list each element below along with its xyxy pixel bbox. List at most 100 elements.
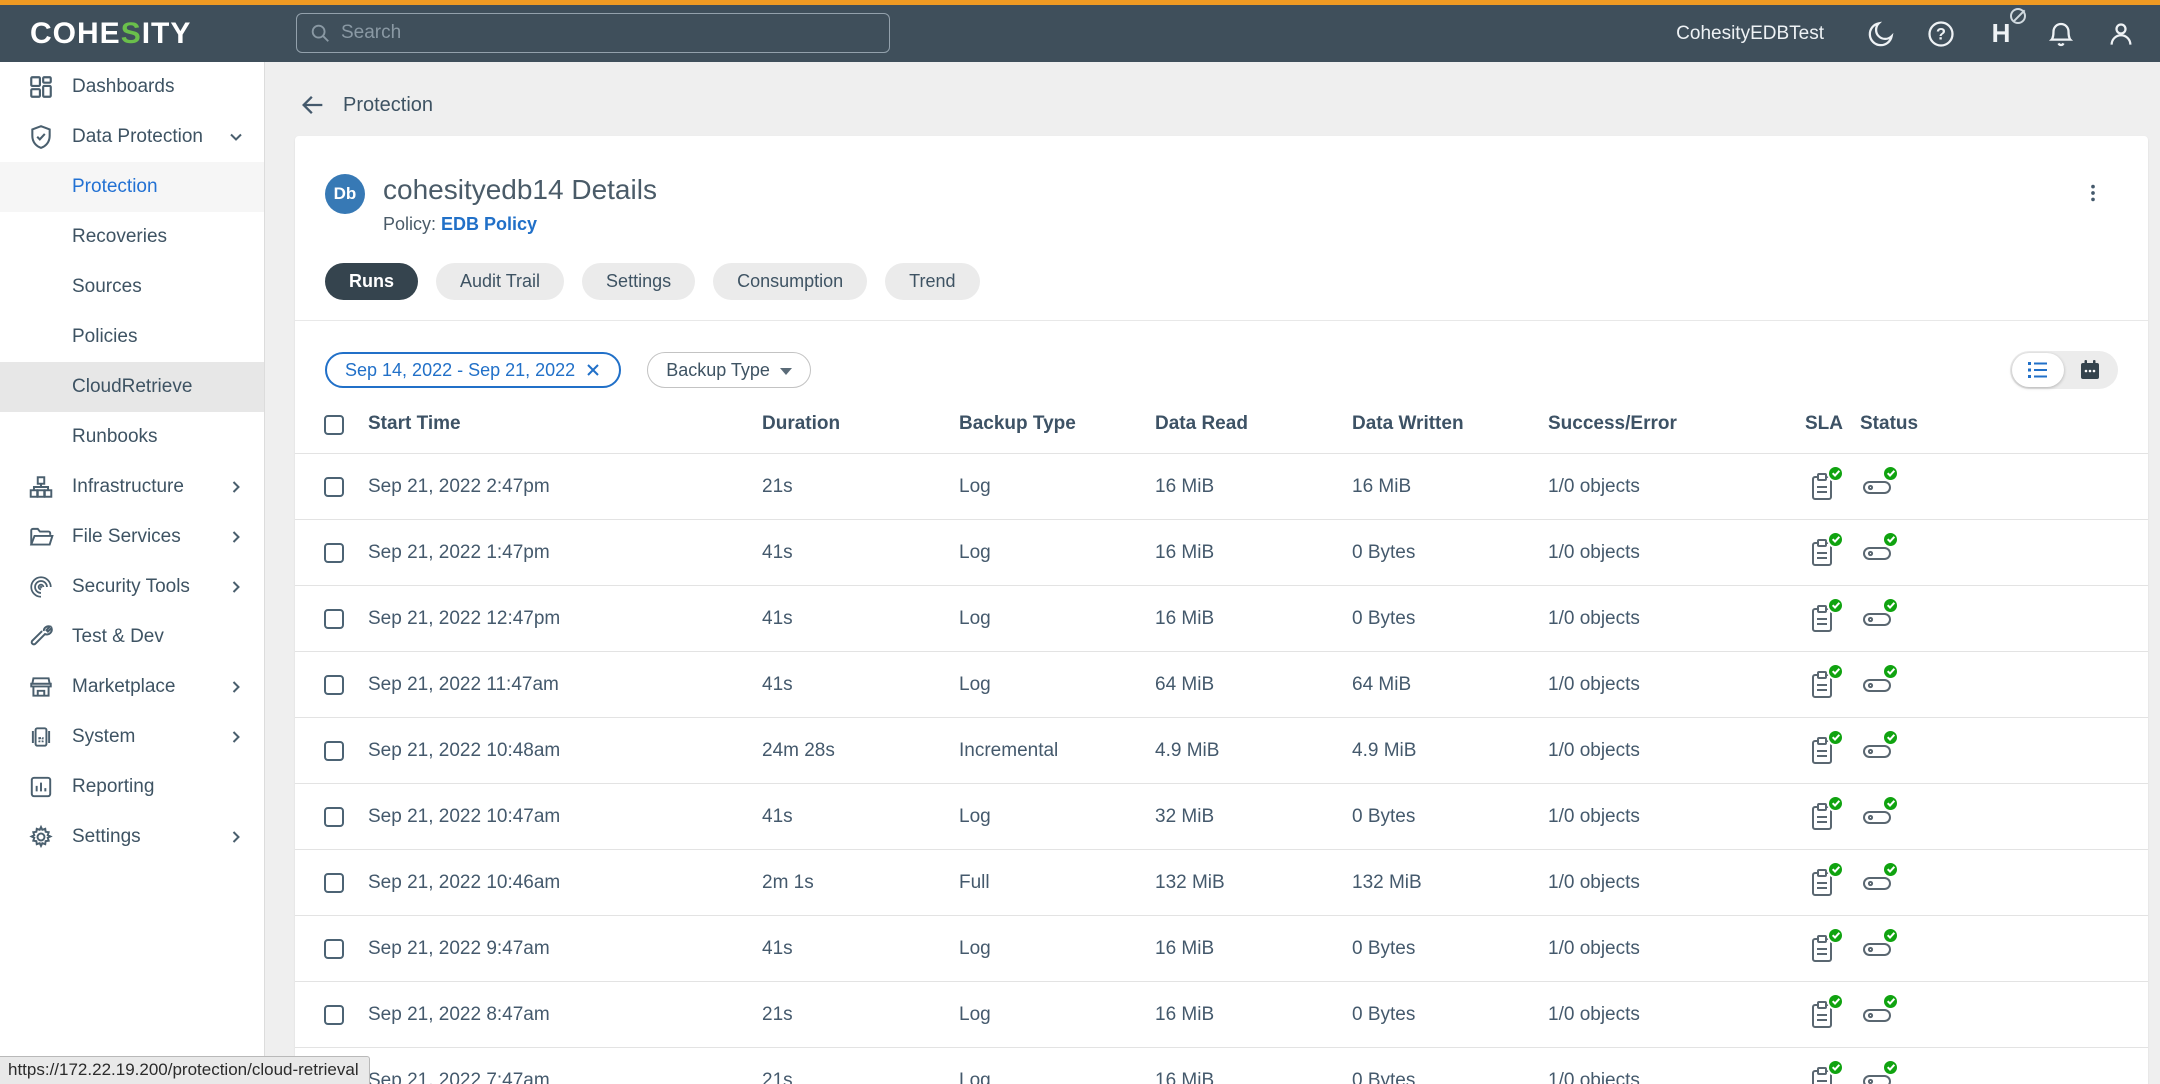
row-checkbox[interactable] xyxy=(324,608,344,629)
column-header-start-time[interactable]: Start Time xyxy=(368,413,461,434)
search-input[interactable] xyxy=(341,22,877,44)
system-icon xyxy=(28,724,54,750)
cell-success-error: 1/0 objects xyxy=(1548,871,1640,893)
health-icon[interactable]: H xyxy=(1986,8,2027,49)
sidebar-item-sources[interactable]: Sources xyxy=(72,276,142,297)
sla-pass-icon[interactable] xyxy=(1805,1058,1844,1084)
sidebar-item-recoveries[interactable]: Recoveries xyxy=(72,226,168,247)
status-success-icon[interactable] xyxy=(1860,596,1899,636)
sla-pass-icon[interactable] xyxy=(1805,530,1844,570)
tab-trend[interactable]: Trend xyxy=(885,263,980,300)
sidebar-item-system[interactable]: System xyxy=(0,712,264,762)
sidebar-item-settings[interactable]: Settings xyxy=(0,812,264,862)
backup-type-filter-chip[interactable]: Backup Type xyxy=(647,352,811,388)
chevron-right-icon xyxy=(228,729,244,745)
table-row[interactable]: Sep 21, 2022 7:47am 21s Log 16 MiB 0 Byt… xyxy=(295,1047,2148,1084)
status-success-icon[interactable] xyxy=(1860,728,1899,768)
status-success-icon[interactable] xyxy=(1860,992,1899,1032)
table-row[interactable]: Sep 21, 2022 2:47pm 21s Log 16 MiB 16 Mi… xyxy=(295,453,2148,519)
column-header-data-written[interactable]: Data Written xyxy=(1352,413,1464,434)
browser-status-bar: https://172.22.19.200/protection/cloud-r… xyxy=(0,1056,370,1084)
sla-pass-icon[interactable] xyxy=(1805,860,1844,900)
notifications-icon[interactable] xyxy=(2046,19,2076,49)
status-success-icon[interactable] xyxy=(1860,860,1899,900)
close-icon[interactable] xyxy=(585,362,601,378)
table-row[interactable]: Sep 21, 2022 10:48am 24m 28s Incremental… xyxy=(295,717,2148,783)
column-header-sla[interactable]: SLA xyxy=(1805,413,1843,434)
breadcrumb-label[interactable]: Protection xyxy=(343,93,434,116)
wrench-icon xyxy=(28,624,54,650)
sla-pass-icon[interactable] xyxy=(1805,596,1844,636)
sidebar-item-runbooks[interactable]: Runbooks xyxy=(72,426,158,447)
sla-pass-icon[interactable] xyxy=(1805,992,1844,1032)
tab-settings[interactable]: Settings xyxy=(582,263,696,300)
sla-pass-icon[interactable] xyxy=(1805,794,1844,834)
column-header-data-read[interactable]: Data Read xyxy=(1155,413,1248,434)
tab-audit-trail[interactable]: Audit Trail xyxy=(436,263,565,300)
cell-start-time: Sep 21, 2022 10:46am xyxy=(368,871,561,893)
column-header-success-error[interactable]: Success/Error xyxy=(1548,413,1677,434)
select-all-checkbox[interactable] xyxy=(324,415,344,435)
row-checkbox[interactable] xyxy=(324,872,344,893)
policy-link[interactable]: EDB Policy xyxy=(441,214,538,234)
row-checkbox[interactable] xyxy=(324,542,344,563)
table-row[interactable]: Sep 21, 2022 10:46am 2m 1s Full 132 MiB … xyxy=(295,849,2148,915)
column-header-duration[interactable]: Duration xyxy=(762,413,841,434)
cell-data-read: 16 MiB xyxy=(1155,607,1215,629)
row-checkbox[interactable] xyxy=(324,476,344,497)
column-header-backup-type[interactable]: Backup Type xyxy=(959,413,1076,434)
sla-pass-icon[interactable] xyxy=(1805,926,1844,966)
sidebar-item-security-tools[interactable]: Security Tools xyxy=(0,562,264,612)
cell-backup-type: Log xyxy=(959,805,991,827)
more-actions-icon[interactable] xyxy=(2082,182,2104,210)
user-icon[interactable] xyxy=(2106,19,2136,49)
sidebar-item-file-services[interactable]: File Services xyxy=(0,512,264,562)
calendar-view-button[interactable] xyxy=(2064,353,2116,387)
table-row[interactable]: Sep 21, 2022 9:47am 41s Log 16 MiB 0 Byt… xyxy=(295,915,2148,981)
sla-pass-icon[interactable] xyxy=(1805,662,1844,702)
breadcrumb: Protection xyxy=(265,62,2160,122)
table-row[interactable]: Sep 21, 2022 8:47am 21s Log 16 MiB 0 Byt… xyxy=(295,981,2148,1047)
row-checkbox[interactable] xyxy=(324,938,344,959)
sidebar-item-marketplace[interactable]: Marketplace xyxy=(0,662,264,712)
sla-pass-icon[interactable] xyxy=(1805,464,1844,504)
table-row[interactable]: Sep 21, 2022 12:47pm 41s Log 16 MiB 0 By… xyxy=(295,585,2148,651)
row-checkbox[interactable] xyxy=(324,1004,344,1025)
check-badge-icon xyxy=(1882,464,1899,482)
help-icon[interactable]: ? xyxy=(1926,19,1956,49)
sidebar-item-data-protection[interactable]: Data Protection xyxy=(0,112,264,162)
tab-consumption[interactable]: Consumption xyxy=(713,263,868,300)
date-range-filter-chip[interactable]: Sep 14, 2022 - Sep 21, 2022 xyxy=(325,352,622,388)
sla-pass-icon[interactable] xyxy=(1805,728,1844,768)
sidebar-item-infrastructure[interactable]: Infrastructure xyxy=(0,462,264,512)
sidebar-item-dashboards[interactable]: Dashboards xyxy=(0,62,264,112)
row-checkbox[interactable] xyxy=(324,740,344,761)
column-header-status[interactable]: Status xyxy=(1860,413,1919,434)
sidebar-item-reporting[interactable]: Reporting xyxy=(0,762,264,812)
status-success-icon[interactable] xyxy=(1860,464,1899,504)
check-badge-icon xyxy=(1827,860,1844,878)
sidebar-item-policies[interactable]: Policies xyxy=(72,326,138,347)
cohesity-logo[interactable]: COHESITY xyxy=(30,16,192,50)
table-row[interactable]: Sep 21, 2022 11:47am 41s Log 64 MiB 64 M… xyxy=(295,651,2148,717)
svg-text:?: ? xyxy=(1936,25,1946,43)
sidebar-item-protection[interactable]: Protection xyxy=(0,162,264,212)
row-checkbox[interactable] xyxy=(324,806,344,827)
status-success-icon[interactable] xyxy=(1860,662,1899,702)
sidebar-item-test-dev[interactable]: Test & Dev xyxy=(0,612,264,662)
status-success-icon[interactable] xyxy=(1860,530,1899,570)
status-success-icon[interactable] xyxy=(1860,794,1899,834)
row-checkbox[interactable] xyxy=(324,674,344,695)
back-arrow-icon[interactable] xyxy=(299,91,327,119)
sidebar-item-cloudretrieve[interactable]: CloudRetrieve xyxy=(0,362,264,412)
status-success-icon[interactable] xyxy=(1860,1058,1899,1084)
list-view-button[interactable] xyxy=(2012,353,2064,387)
status-success-icon[interactable] xyxy=(1860,926,1899,966)
infrastructure-icon xyxy=(28,474,54,500)
check-badge-icon xyxy=(1827,464,1844,482)
global-search[interactable] xyxy=(296,13,890,53)
tab-runs[interactable]: Runs xyxy=(325,263,418,300)
table-row[interactable]: Sep 21, 2022 10:47am 41s Log 32 MiB 0 By… xyxy=(295,783,2148,849)
dark-mode-icon[interactable] xyxy=(1866,19,1896,49)
table-row[interactable]: Sep 21, 2022 1:47pm 41s Log 16 MiB 0 Byt… xyxy=(295,519,2148,585)
